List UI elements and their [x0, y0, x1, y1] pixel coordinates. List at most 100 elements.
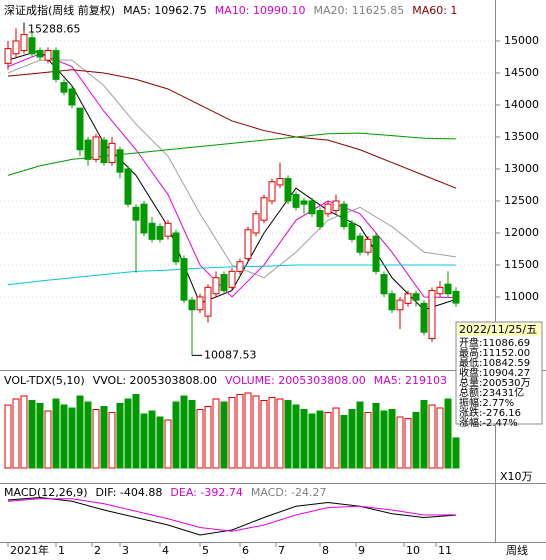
volume-bar: [436, 407, 444, 469]
volume-bar: [340, 415, 348, 469]
candle-body: [188, 299, 196, 311]
x-tick-label: 1: [58, 544, 65, 557]
volume-unit: X10万: [500, 470, 533, 483]
candle-body: [316, 210, 324, 228]
volume-bar: [68, 407, 76, 469]
volume-bar: [364, 412, 372, 469]
legend-entry: DEA: -392.74: [170, 486, 242, 499]
macd-line: [7, 498, 457, 532]
candle-body: [452, 290, 460, 304]
volume-bar: [100, 406, 108, 469]
volume-bar: [148, 410, 156, 469]
volume-bar: [52, 398, 60, 469]
volume-bar: [228, 397, 236, 469]
info-row: 涨跌:-276.16: [459, 406, 521, 419]
info-row: 最低:10842.59: [459, 356, 530, 369]
legend-entry: MA20: 11625.85: [314, 4, 405, 17]
volume-bar: [332, 407, 340, 469]
volume-bar: [76, 395, 84, 469]
info-row: 最高:11152.00: [459, 346, 530, 359]
volume-bar: [324, 412, 332, 469]
candle-body: [308, 200, 316, 215]
candle-body: [180, 258, 188, 301]
candle-body: [100, 139, 108, 164]
candle-body: [244, 229, 252, 260]
candle-body: [420, 302, 428, 333]
volume-bar: [212, 398, 220, 469]
info-box-header: [457, 323, 541, 336]
y-tick-label: 14000: [504, 98, 539, 111]
candle-body: [276, 178, 284, 186]
volume-bar: [172, 401, 180, 469]
candle-body: [428, 290, 436, 340]
volume-bar: [60, 404, 68, 469]
moving-average-line: [7, 53, 457, 299]
legend-entry: 深证成指(周线 前复权): [4, 3, 115, 17]
volume-bar: [404, 418, 412, 469]
legend-entry: VVOL: 2005303808.00: [93, 374, 217, 387]
x-tick-label: 6: [242, 544, 249, 557]
candle-body: [204, 286, 212, 317]
candle-body: [268, 181, 276, 202]
volume-bar: [20, 395, 28, 469]
x-tick-label: 10: [406, 544, 420, 557]
volume-bar: [292, 404, 300, 469]
volume-bar: [188, 400, 196, 469]
candle-body: [116, 149, 124, 173]
x-tick-label: 3: [122, 544, 129, 557]
legend-entry: VOLUME: 2005303808.00: [225, 374, 366, 387]
candle-body: [348, 222, 356, 240]
volume-bar: [276, 398, 284, 469]
candle-body: [372, 235, 380, 272]
candle-body: [196, 296, 204, 311]
volume-bar: [28, 400, 36, 469]
candle-body: [68, 88, 76, 106]
volume-bar: [4, 404, 12, 469]
y-tick-label: 11500: [504, 258, 539, 271]
legend-entry: MA60: 1: [412, 4, 457, 17]
volume-bar: [84, 401, 92, 469]
period-label: 周线: [506, 543, 528, 557]
volume-bar: [204, 406, 212, 469]
candle-body: [444, 283, 452, 295]
candle-body: [324, 203, 332, 215]
volume-bar: [244, 392, 252, 469]
legend-entry: MA10: 10990.10: [215, 4, 306, 17]
candle-body: [124, 168, 132, 205]
volume-bar: [348, 409, 356, 469]
candle-body: [412, 293, 420, 301]
candle-body: [356, 235, 364, 253]
x-tick-label: 7: [278, 544, 285, 557]
info-box-title: 2022/11/25/五: [459, 323, 537, 336]
info-row: 开盘:11086.69: [459, 336, 530, 349]
info-row: 总额:23431亿: [459, 386, 524, 399]
volume-bar: [372, 403, 380, 469]
candle-body: [156, 226, 164, 240]
y-tick-label: 12500: [504, 194, 539, 207]
volume-bar: [412, 412, 420, 469]
macd-line: [7, 496, 457, 536]
info-row: 总量:200530万: [459, 376, 531, 389]
candle-body: [260, 197, 268, 221]
volume-bar: [92, 409, 100, 469]
x-tick-label: 8: [322, 544, 329, 557]
candle-body: [228, 270, 236, 288]
candle-body: [108, 142, 116, 164]
volume-bar: [164, 419, 172, 469]
volume-bar: [428, 404, 436, 469]
info-box: [455, 321, 543, 425]
candle-body: [300, 200, 308, 205]
candle-body: [364, 238, 372, 253]
y-tick-label: 14500: [504, 66, 539, 79]
legend-entry: DIF: -404.88: [96, 486, 163, 499]
candle-body: [164, 222, 172, 237]
x-tick-label: 5: [202, 544, 209, 557]
volume-bar: [420, 400, 428, 469]
candle-body: [388, 293, 396, 311]
legend-entry: MA5: 219103: [374, 374, 447, 387]
volume-bar: [220, 401, 228, 469]
annotation: 15288.65: [28, 22, 81, 35]
info-row: 收盘:10904.27: [459, 366, 530, 379]
